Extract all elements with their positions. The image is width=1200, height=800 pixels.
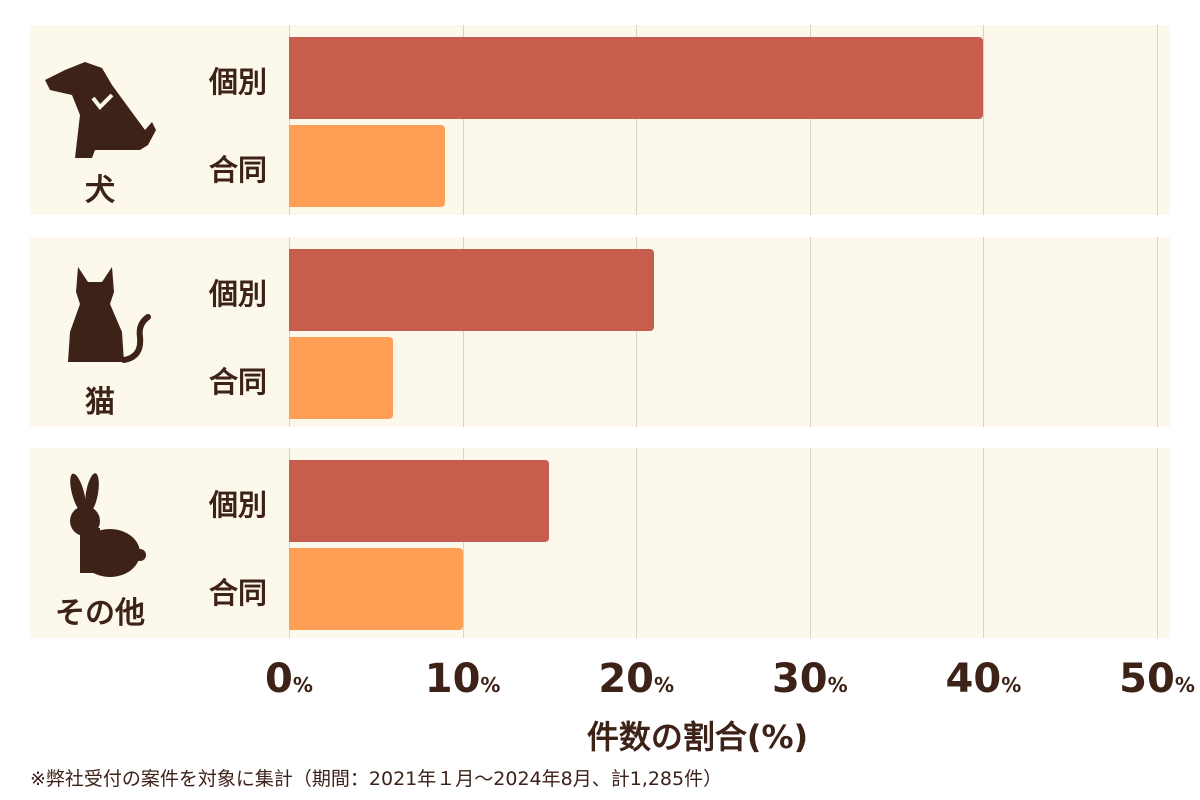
gridline xyxy=(462,25,464,215)
bar-label: 個別 xyxy=(208,277,267,311)
cat-icon xyxy=(40,262,160,376)
tick-label: 30% xyxy=(772,656,848,702)
tick-label: 10% xyxy=(425,656,501,702)
gridline xyxy=(636,237,638,427)
gridline xyxy=(983,237,985,427)
tick-unit: % xyxy=(654,673,675,697)
bar-joint xyxy=(289,548,463,630)
bar-individual xyxy=(289,37,984,119)
group-label: 犬 xyxy=(85,173,115,208)
gridline xyxy=(289,448,290,638)
tick-value: 50 xyxy=(1119,656,1175,702)
gridline xyxy=(462,237,464,427)
bar-label: 合同 xyxy=(208,365,267,399)
bar-joint xyxy=(289,337,394,419)
gridline xyxy=(289,237,290,427)
bar-label: 合同 xyxy=(208,153,267,187)
footnote: ※弊社受付の案件を対象に集計（期間：2021年１月～2024年8月、計1,285… xyxy=(30,768,723,790)
bar-individual xyxy=(289,249,654,331)
tick-value: 20 xyxy=(598,656,654,702)
bar-joint xyxy=(289,125,446,207)
gridline xyxy=(809,448,811,638)
x-axis-label: 件数の割合(%) xyxy=(586,718,809,756)
gridline xyxy=(289,25,290,215)
gridline xyxy=(1157,237,1158,427)
gridline xyxy=(809,237,811,427)
tick-label: 0% xyxy=(265,656,313,702)
tick-label: 50% xyxy=(1119,656,1195,702)
tick-value: 30 xyxy=(771,656,828,702)
panel-2 xyxy=(30,448,1170,638)
tick-unit: % xyxy=(827,673,848,697)
bar-label: 合同 xyxy=(208,576,267,610)
group-label: その他 xyxy=(55,596,145,631)
tick-unit: % xyxy=(292,673,313,697)
tick-unit: % xyxy=(1174,673,1195,697)
tick-value: 10 xyxy=(424,656,481,702)
bar-label: 個別 xyxy=(208,65,267,99)
gridline xyxy=(983,448,985,638)
group-label: 猫 xyxy=(85,385,115,420)
gridline xyxy=(1157,448,1158,638)
gridline xyxy=(636,448,638,638)
dog-icon xyxy=(40,50,160,164)
tick-label: 40% xyxy=(946,656,1022,702)
tick-unit: % xyxy=(1001,673,1022,697)
tick-value: 40 xyxy=(945,656,1002,702)
tick-label: 20% xyxy=(598,656,674,702)
gridline xyxy=(809,25,811,215)
tick-value: 0 xyxy=(265,656,293,702)
gridline xyxy=(462,448,464,638)
gridline xyxy=(1157,25,1158,215)
bar-individual xyxy=(289,460,550,542)
rabbit-icon xyxy=(40,473,160,587)
gridline xyxy=(983,25,985,215)
bar-label: 個別 xyxy=(208,488,267,522)
tick-unit: % xyxy=(480,673,501,697)
gridline xyxy=(636,25,638,215)
